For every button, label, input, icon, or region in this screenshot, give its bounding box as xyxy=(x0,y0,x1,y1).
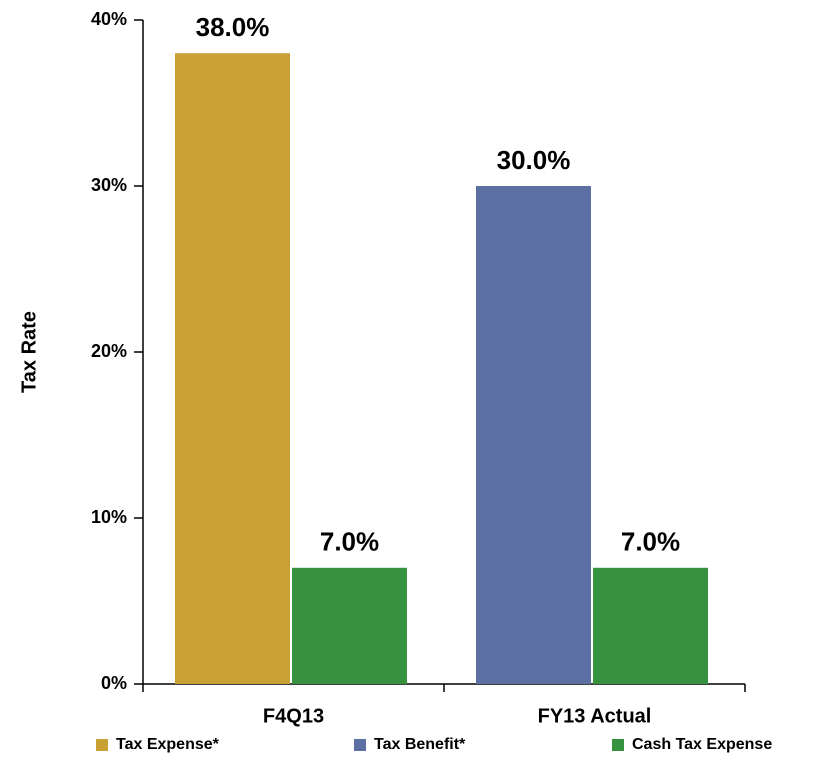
y-tick-label: 0% xyxy=(101,673,127,693)
data-label: 38.0% xyxy=(196,12,270,42)
y-tick-label: 20% xyxy=(91,341,127,361)
legend-label: Tax Expense* xyxy=(116,736,220,753)
y-tick-label: 40% xyxy=(91,9,127,29)
data-label: 30.0% xyxy=(497,145,571,175)
legend-swatch xyxy=(612,739,624,751)
y-axis-label: Tax Rate xyxy=(18,311,40,393)
bar xyxy=(175,53,290,684)
legend-swatch xyxy=(96,739,108,751)
legend-label: Cash Tax Expense xyxy=(632,736,772,753)
bar xyxy=(593,567,708,684)
x-tick-label: F4Q13 xyxy=(263,705,324,727)
data-label: 7.0% xyxy=(621,527,680,557)
legend-label: Tax Benefit* xyxy=(374,736,466,753)
y-tick-label: 10% xyxy=(91,507,127,527)
y-tick-label: 30% xyxy=(91,175,127,195)
data-label: 7.0% xyxy=(320,527,379,557)
bar xyxy=(292,567,407,684)
legend-swatch xyxy=(354,739,366,751)
bar xyxy=(476,186,591,684)
x-tick-label: FY13 Actual xyxy=(538,705,652,727)
